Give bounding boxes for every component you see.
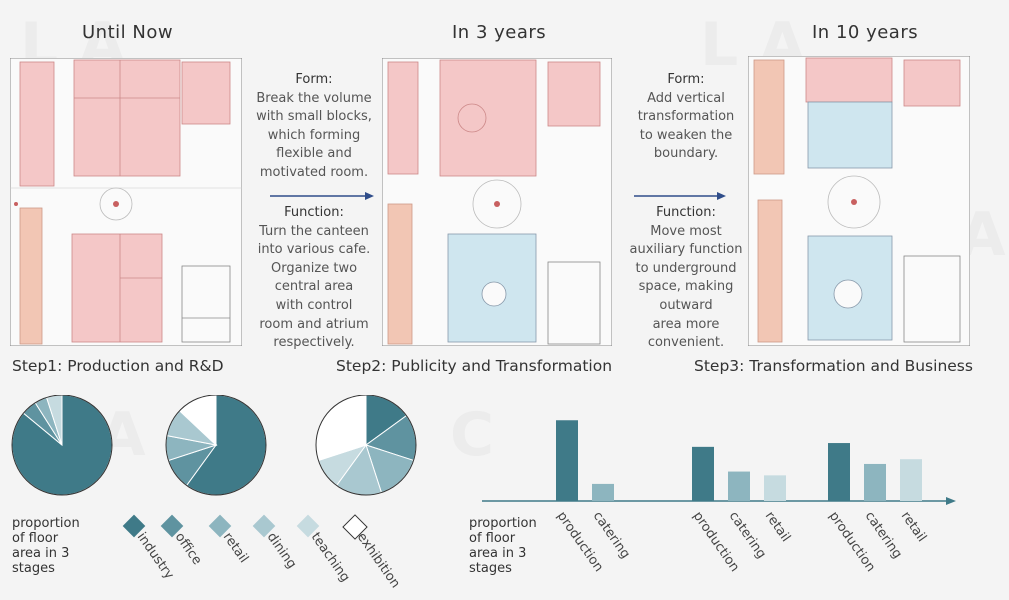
t2-func-line: space, making: [638, 279, 734, 295]
legend-label-exhibition: exhibition: [353, 530, 403, 592]
bar-label-retail: retail: [897, 509, 930, 545]
stage-3-title: In 10 years: [812, 22, 919, 43]
transition-1-function: Function: Turn the canteen into various …: [246, 204, 382, 353]
bar-production: [828, 443, 850, 501]
pie-outline: [165, 395, 267, 496]
transition-1-form-head: Form:: [295, 72, 333, 87]
t1-form-line: Break the volume: [256, 90, 372, 106]
transition-2-function: Function: Move most auxiliary function t…: [618, 204, 754, 353]
t2-func-line: convenient.: [647, 335, 725, 351]
t1-func-line: with control: [275, 297, 353, 313]
pie-outline: [11, 395, 113, 496]
t2-form-line: Add vertical: [647, 90, 725, 106]
transition-1-arrow: [270, 192, 374, 200]
legend-label-industry: industry: [133, 530, 177, 583]
bar-chart: [482, 420, 956, 505]
pie-charts: [11, 395, 417, 496]
t2-func-line: to underground: [635, 260, 737, 276]
bar-production: [556, 420, 578, 501]
stage-2-title: In 3 years: [452, 22, 547, 43]
floor-plan-stage-3: [748, 56, 970, 346]
bar-caption: proportion of floor area in 3 stages: [469, 516, 537, 576]
legend-label-office: office: [171, 530, 205, 568]
bar-production: [692, 446, 714, 501]
stage-1-title: Until Now: [82, 22, 174, 43]
bar-catering: [728, 471, 750, 501]
pie-caption-line: stages: [12, 561, 55, 576]
t2-func-line: outward: [659, 297, 713, 313]
t2-func-line: area more: [652, 316, 720, 332]
t2-form-line: to weaken the: [639, 127, 733, 143]
pie-caption-line: proportion: [12, 516, 80, 531]
t2-func-line: Move most: [650, 223, 722, 239]
transition-2-arrow: [634, 192, 726, 200]
bar-retail: [764, 475, 786, 501]
t2-form-line: transformation: [637, 109, 735, 125]
transition-2-function-head: Function:: [656, 205, 716, 220]
t1-func-line: central area: [274, 279, 354, 295]
bar-retail: [900, 459, 922, 501]
pie-caption-line: of floor: [12, 531, 59, 546]
transition-2-form-head: Form:: [667, 72, 705, 87]
legend-label-teaching: teaching: [307, 530, 353, 585]
floor-plan-stage-1: [10, 58, 242, 346]
t2-form-line: boundary.: [653, 146, 719, 162]
pie-caption-line: area in 3: [12, 546, 70, 561]
legend-label-retail: retail: [219, 530, 252, 566]
step-2-label: Step2: Publicity and Transformation: [336, 357, 613, 375]
transition-1-form: Form: Break the volume with small blocks…: [246, 71, 382, 183]
t1-func-line: respectively.: [273, 335, 355, 351]
t1-func-line: Organize two: [270, 260, 358, 276]
bar-caption-line: of floor: [469, 531, 516, 546]
bar-catering: [592, 483, 614, 501]
bar-label-retail: retail: [761, 509, 794, 545]
t1-form-line: motivated room.: [259, 164, 369, 180]
step-1-label: Step1: Production and R&D: [12, 357, 224, 375]
t1-func-line: into various cafe.: [257, 242, 371, 258]
bar-catering: [864, 463, 886, 501]
t2-func-line: auxiliary function: [629, 242, 743, 258]
x-axis-arrow: [946, 497, 956, 505]
pie-outline: [315, 395, 417, 496]
floor-plan-stage-2: [382, 58, 612, 346]
t1-form-line: flexible and: [276, 146, 352, 162]
t1-func-line: room and atrium: [259, 316, 369, 332]
legend-label-dining: dining: [263, 530, 300, 572]
transition-2-form: Form: Add vertical transformation to wea…: [618, 71, 754, 164]
t1-form-line: with small blocks,: [256, 109, 372, 125]
transition-1-function-head: Function:: [284, 205, 344, 220]
t1-func-line: Turn the canteen: [259, 223, 369, 239]
bar-caption-line: area in 3: [469, 546, 527, 561]
step-3-label: Step3: Transformation and Business: [694, 357, 973, 375]
t1-form-line: which forming: [267, 127, 361, 143]
bar-caption-line: stages: [469, 561, 512, 576]
pie-caption: proportion of floor area in 3 stages: [12, 516, 80, 576]
bar-caption-line: proportion: [469, 516, 537, 531]
